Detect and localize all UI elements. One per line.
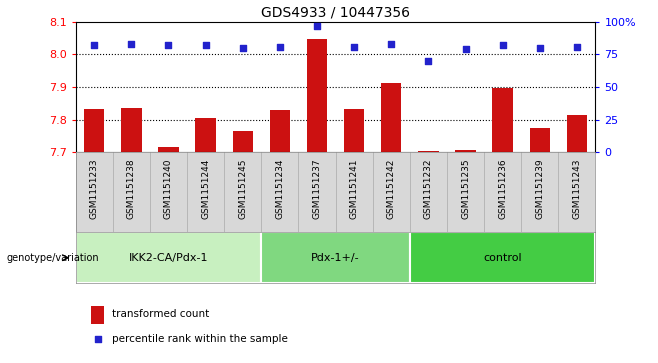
Point xyxy=(93,337,103,342)
Text: GSM1151232: GSM1151232 xyxy=(424,159,433,219)
Text: GSM1151235: GSM1151235 xyxy=(461,159,470,220)
Text: GSM1151242: GSM1151242 xyxy=(387,159,395,219)
Text: GSM1151245: GSM1151245 xyxy=(238,159,247,219)
Point xyxy=(386,41,397,47)
Bar xyxy=(344,109,365,152)
Bar xyxy=(91,306,104,324)
Text: percentile rank within the sample: percentile rank within the sample xyxy=(112,334,288,344)
Bar xyxy=(195,118,216,152)
Text: GSM1151237: GSM1151237 xyxy=(313,159,322,220)
Point xyxy=(534,45,545,51)
Bar xyxy=(530,128,550,152)
Title: GDS4933 / 10447356: GDS4933 / 10447356 xyxy=(261,5,410,19)
Point xyxy=(572,44,582,49)
Text: transformed count: transformed count xyxy=(112,309,209,319)
Bar xyxy=(159,147,179,152)
Bar xyxy=(121,109,141,152)
Text: GSM1151233: GSM1151233 xyxy=(89,159,99,220)
Bar xyxy=(76,232,261,283)
Text: genotype/variation: genotype/variation xyxy=(7,253,99,263)
Bar xyxy=(232,131,253,152)
Bar xyxy=(381,83,401,152)
Point xyxy=(312,23,322,29)
Text: IKK2-CA/Pdx-1: IKK2-CA/Pdx-1 xyxy=(129,253,208,263)
Point xyxy=(461,46,471,52)
Point xyxy=(200,42,211,48)
Text: GSM1151243: GSM1151243 xyxy=(572,159,582,219)
Bar xyxy=(410,232,595,283)
Point xyxy=(89,42,99,48)
Bar xyxy=(567,115,587,152)
Point xyxy=(126,41,137,47)
Bar xyxy=(270,110,290,152)
Text: GSM1151238: GSM1151238 xyxy=(127,159,136,220)
Text: GSM1151244: GSM1151244 xyxy=(201,159,210,219)
Text: GSM1151239: GSM1151239 xyxy=(536,159,544,220)
Point xyxy=(274,44,285,49)
Bar xyxy=(492,88,513,152)
Text: control: control xyxy=(484,253,522,263)
Point xyxy=(163,42,174,48)
Bar xyxy=(261,232,410,283)
Point xyxy=(497,42,508,48)
Bar xyxy=(307,39,327,152)
Text: Pdx-1+/-: Pdx-1+/- xyxy=(311,253,360,263)
Bar xyxy=(455,151,476,152)
Text: GSM1151240: GSM1151240 xyxy=(164,159,173,219)
Text: GSM1151236: GSM1151236 xyxy=(498,159,507,220)
Text: GSM1151234: GSM1151234 xyxy=(276,159,284,219)
Text: GSM1151241: GSM1151241 xyxy=(349,159,359,219)
Point xyxy=(423,58,434,64)
Bar xyxy=(84,109,105,152)
Bar xyxy=(418,151,439,152)
Point xyxy=(349,44,359,49)
Point xyxy=(238,45,248,51)
